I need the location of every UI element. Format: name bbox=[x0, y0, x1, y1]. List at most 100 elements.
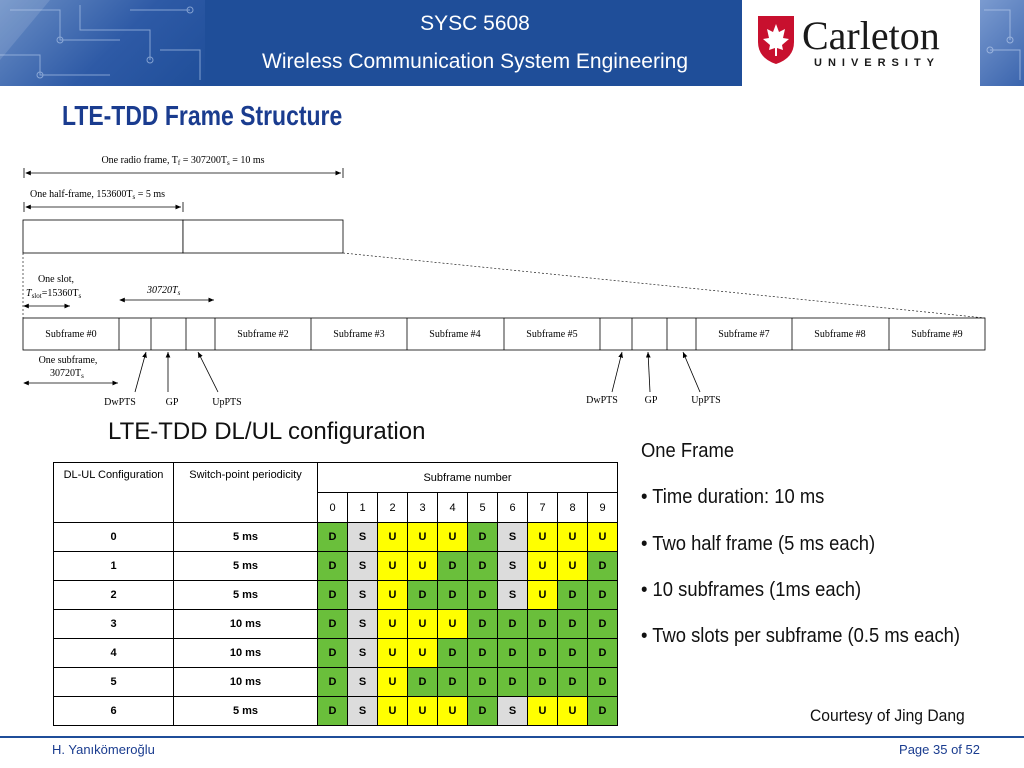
notes-heading: One Frame bbox=[641, 440, 735, 462]
subframe-type-cell: D bbox=[587, 696, 618, 726]
subframe-type-cell: U bbox=[377, 522, 408, 552]
config-index-cell: 0 bbox=[53, 522, 174, 552]
gp-label-1: GP bbox=[166, 397, 179, 408]
subframe-type-cell: S bbox=[497, 522, 528, 552]
subframe-length-label: One subframe, bbox=[39, 355, 98, 366]
slot-length-label: Tslot=15360Ts bbox=[26, 288, 81, 300]
subframe-type-cell: D bbox=[557, 638, 588, 668]
table-row: 5 10 ms D S U D D D D D D D bbox=[53, 667, 618, 697]
subframe-type-cell: D bbox=[527, 609, 558, 639]
subframe-type-cell: S bbox=[347, 667, 378, 697]
radio-frame-label: One radio frame, Tf = 307200Ts = 10 ms bbox=[101, 155, 264, 167]
maple-shield-icon bbox=[758, 16, 794, 64]
subframe-number-header: 4 bbox=[437, 492, 468, 523]
subframe-type-cell: U bbox=[587, 522, 618, 552]
subframe-number-header: 0 bbox=[317, 492, 348, 523]
subframe-number-header: 2 bbox=[377, 492, 408, 523]
periodicity-cell: 10 ms bbox=[173, 638, 318, 668]
subframe-number-header: 3 bbox=[407, 492, 438, 523]
subframe-type-cell: S bbox=[347, 580, 378, 610]
subframe-type-cell: D bbox=[437, 580, 468, 610]
subframe-type-cell: S bbox=[347, 696, 378, 726]
subframe-type-cell: D bbox=[467, 667, 498, 697]
subframe-type-cell: U bbox=[437, 609, 468, 639]
subframe-type-cell: D bbox=[467, 580, 498, 610]
subframe-type-cell: U bbox=[527, 580, 558, 610]
course-code: SYSC 5608 bbox=[420, 12, 530, 35]
subframe-type-cell: S bbox=[347, 551, 378, 581]
subframe-number-header: 9 bbox=[587, 492, 618, 523]
periodicity-cell: 5 ms bbox=[173, 696, 318, 726]
subframe-number-header: 8 bbox=[557, 492, 588, 523]
subframe-type-cell: U bbox=[437, 522, 468, 552]
subframe-type-cell: U bbox=[377, 667, 408, 697]
subframe-type-cell: U bbox=[557, 522, 588, 552]
subframe-type-cell: D bbox=[437, 551, 468, 581]
uppts-label-1: UpPTS bbox=[212, 397, 241, 408]
subframe-type-cell: D bbox=[497, 638, 528, 668]
frame-structure-diagram: One radio frame, Tf = 307200Ts = 10 ms O… bbox=[22, 155, 986, 408]
periodicity-cell: 10 ms bbox=[173, 667, 318, 697]
subframe-type-cell: D bbox=[557, 609, 588, 639]
subframe-type-cell: S bbox=[347, 522, 378, 552]
footer-author: H. Yanıkömeroğlu bbox=[52, 742, 155, 757]
subframe-type-cell: U bbox=[407, 696, 438, 726]
config-index-cell: 3 bbox=[53, 609, 174, 639]
table-row: 3 10 ms D S U U U D D D D D bbox=[53, 609, 618, 639]
table-row: 4 10 ms D S U U D D D D D D bbox=[53, 638, 618, 668]
subframe-type-cell: U bbox=[527, 522, 558, 552]
subframe-3: Subframe #3 bbox=[333, 329, 384, 340]
subframe-type-cell: D bbox=[467, 696, 498, 726]
slide-title: LTE-TDD Frame Structure bbox=[62, 100, 343, 131]
subframe-number-header: 5 bbox=[467, 492, 498, 523]
course-title: Wireless Communication System Engineerin… bbox=[262, 50, 688, 73]
config-index-cell: 2 bbox=[53, 580, 174, 610]
subframe-length-value: 30720Ts bbox=[50, 368, 84, 380]
subframe-type-cell: D bbox=[317, 696, 348, 726]
subframe-type-cell: U bbox=[557, 696, 588, 726]
periodicity-cell: 10 ms bbox=[173, 609, 318, 639]
subframe-type-cell: D bbox=[317, 667, 348, 697]
subframe-type-cell: D bbox=[317, 609, 348, 639]
subframe-5: Subframe #5 bbox=[526, 329, 577, 340]
config-index-cell: 5 bbox=[53, 667, 174, 697]
subframe-9: Subframe #9 bbox=[911, 329, 962, 340]
config-section-title: LTE-TDD DL/UL configuration bbox=[108, 418, 426, 445]
subframe-type-cell: D bbox=[317, 522, 348, 552]
subframe-type-cell: D bbox=[587, 638, 618, 668]
subframe-type-cell: S bbox=[497, 551, 528, 581]
note-duration: • Time duration: 10 ms bbox=[641, 486, 825, 508]
subframe-type-cell: D bbox=[587, 609, 618, 639]
subframe-type-cell: D bbox=[557, 667, 588, 697]
special-subframe-length-label: 30720Ts bbox=[146, 285, 181, 297]
subframe-type-cell: U bbox=[527, 696, 558, 726]
subframe-type-cell: U bbox=[377, 551, 408, 581]
subframe-4: Subframe #4 bbox=[429, 329, 480, 340]
subframe-type-cell: D bbox=[497, 667, 528, 697]
subframe-type-cell: U bbox=[527, 551, 558, 581]
subframe-type-cell: U bbox=[557, 551, 588, 581]
config-index-cell: 1 bbox=[53, 551, 174, 581]
subframe-type-cell: S bbox=[347, 609, 378, 639]
config-index-cell: 4 bbox=[53, 638, 174, 668]
note-subframes: • 10 subframes (1ms each) bbox=[641, 579, 862, 601]
subframe-type-cell: D bbox=[407, 580, 438, 610]
header-circuit-graphic-right bbox=[980, 0, 1024, 86]
subframe-type-cell: D bbox=[557, 580, 588, 610]
header-config: DL-UL Configuration bbox=[53, 462, 174, 523]
subframe-type-cell: U bbox=[377, 696, 408, 726]
subframe-type-cell: D bbox=[587, 551, 618, 581]
subframe-type-cell: U bbox=[407, 551, 438, 581]
subframe-number-header: 1 bbox=[347, 492, 378, 523]
subframe-2: Subframe #2 bbox=[237, 329, 288, 340]
subframe-7: Subframe #7 bbox=[718, 329, 769, 340]
uppts-label-2: UpPTS bbox=[691, 395, 720, 406]
subframe-type-cell: D bbox=[437, 638, 468, 668]
subframe-type-cell: S bbox=[347, 638, 378, 668]
footer-page-number: Page 35 of 52 bbox=[899, 742, 980, 757]
dwpts-label-1: DwPTS bbox=[104, 397, 136, 408]
subframe-8: Subframe #8 bbox=[814, 329, 865, 340]
subframe-type-cell: D bbox=[467, 551, 498, 581]
config-index-cell: 6 bbox=[53, 696, 174, 726]
